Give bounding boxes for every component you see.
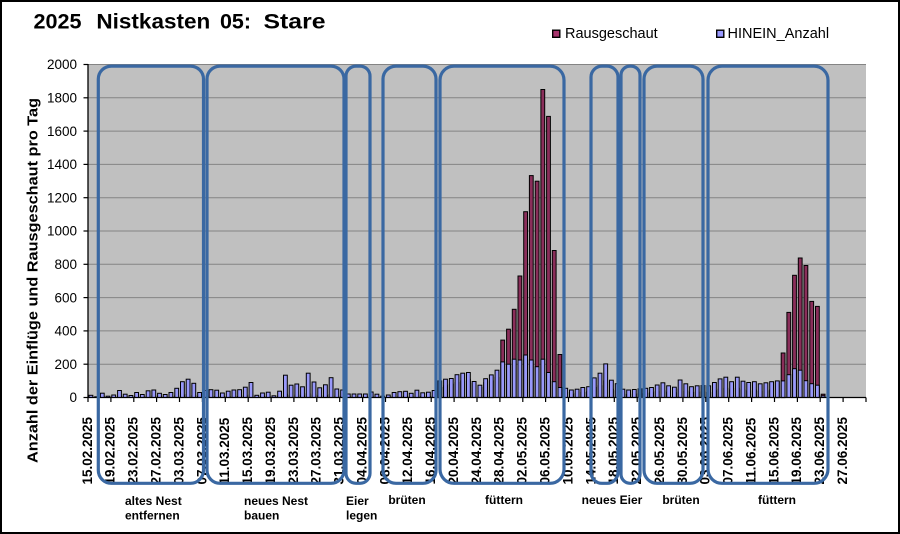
svg-text:24.04.2025: 24.04.2025	[469, 416, 484, 484]
svg-text:legen: legen	[346, 509, 377, 523]
svg-text:30.05.2025: 30.05.2025	[675, 416, 690, 484]
svg-text:19.06.2025: 19.06.2025	[789, 416, 804, 484]
svg-text:23.06.2025: 23.06.2025	[812, 416, 827, 484]
svg-text:06.05.2025: 06.05.2025	[538, 416, 553, 484]
svg-text:23.02.2025: 23.02.2025	[126, 416, 141, 484]
svg-text:Stare: Stare	[264, 11, 326, 34]
svg-text:19.02.2025: 19.02.2025	[103, 416, 118, 484]
svg-text:Eier: Eier	[620, 493, 643, 507]
svg-text:27.03.2025: 27.03.2025	[309, 416, 324, 484]
svg-text:bauen: bauen	[244, 509, 279, 523]
svg-text:600: 600	[54, 290, 77, 305]
svg-text:Nistkasten: Nistkasten	[96, 11, 210, 34]
svg-text:26.05.2025: 26.05.2025	[652, 416, 667, 484]
svg-text:1600: 1600	[47, 124, 77, 139]
svg-text:11.03.2025: 11.03.2025	[217, 417, 232, 484]
svg-text:02.05.2025: 02.05.2025	[515, 416, 530, 484]
svg-text:08.04.2025: 08.04.2025	[377, 416, 392, 484]
svg-text:200: 200	[54, 357, 77, 372]
svg-text:Rausgeschaut: Rausgeschaut	[565, 26, 658, 42]
svg-text:800: 800	[54, 257, 77, 272]
svg-text:15.02.2025: 15.02.2025	[80, 416, 95, 484]
svg-text:1200: 1200	[47, 190, 77, 205]
svg-text:03.03.2025: 03.03.2025	[171, 416, 186, 484]
svg-text:23.03.2025: 23.03.2025	[286, 416, 301, 484]
svg-text:12.04.2025: 12.04.2025	[400, 416, 415, 484]
svg-text:entfernen: entfernen	[125, 509, 180, 523]
svg-text:27.06.2025: 27.06.2025	[835, 416, 850, 484]
svg-text:2000: 2000	[47, 57, 77, 72]
svg-text:19.03.2025: 19.03.2025	[263, 416, 278, 484]
svg-text:15.03.2025: 15.03.2025	[240, 416, 255, 484]
svg-text:brüten: brüten	[388, 493, 425, 507]
svg-text:11.06.2025: 11.06.2025	[743, 417, 758, 484]
svg-text:16.04.2025: 16.04.2025	[423, 416, 438, 484]
svg-text:400: 400	[54, 324, 77, 339]
svg-text:04.04.2025: 04.04.2025	[354, 416, 369, 484]
svg-text:brüten: brüten	[662, 493, 699, 507]
svg-text:20.04.2025: 20.04.2025	[446, 416, 461, 484]
svg-text:füttern: füttern	[485, 493, 523, 507]
svg-text:0: 0	[69, 390, 77, 405]
svg-text:22.05.2025: 22.05.2025	[629, 416, 644, 484]
svg-text:07.06.2025: 07.06.2025	[721, 416, 736, 484]
svg-text:1000: 1000	[47, 224, 77, 239]
svg-text:2025: 2025	[34, 11, 82, 34]
svg-text:neues Nest: neues Nest	[244, 494, 308, 508]
svg-text:15.06.2025: 15.06.2025	[766, 416, 781, 484]
svg-text:altes Nest: altes Nest	[125, 494, 182, 508]
svg-text:füttern: füttern	[758, 493, 796, 507]
svg-text:28.04.2025: 28.04.2025	[492, 416, 507, 484]
svg-text:05:: 05:	[220, 11, 251, 34]
svg-text:27.02.2025: 27.02.2025	[149, 416, 164, 484]
svg-text:HINEIN_Anzahl: HINEIN_Anzahl	[728, 26, 830, 42]
svg-text:1800: 1800	[47, 91, 77, 106]
svg-text:1400: 1400	[47, 157, 77, 172]
svg-text:Anzahl der Einflüge und Rausge: Anzahl der Einflüge und Rausgeschaut pro…	[25, 98, 42, 463]
svg-text:Eier: Eier	[346, 494, 369, 508]
svg-text:neues: neues	[582, 493, 617, 507]
